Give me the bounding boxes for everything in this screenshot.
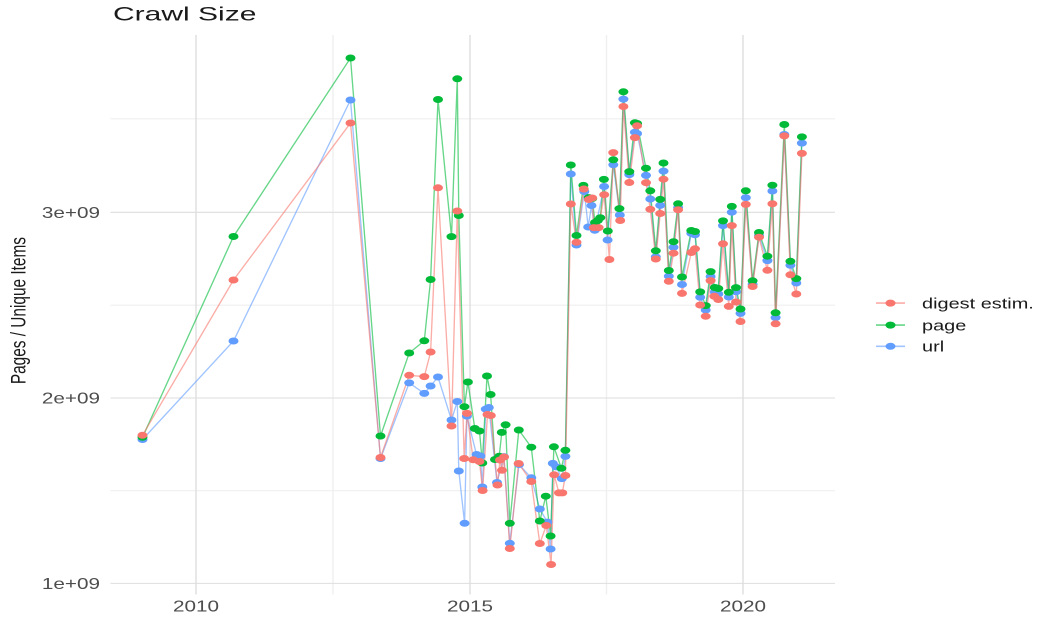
svg-text:Pages / Unique Items: Pages / Unique Items: [6, 237, 30, 384]
svg-text:2010: 2010: [173, 597, 219, 615]
svg-text:2020: 2020: [720, 597, 766, 615]
svg-text:digest estim.: digest estim.: [922, 295, 1034, 312]
svg-text:1e+09: 1e+09: [42, 574, 100, 592]
svg-text:2e+09: 2e+09: [42, 389, 100, 407]
svg-text:3e+09: 3e+09: [42, 203, 100, 221]
svg-text:page: page: [922, 317, 967, 334]
svg-text:Crawl Size: Crawl Size: [113, 4, 256, 25]
svg-text:2015: 2015: [447, 597, 493, 615]
svg-text:url: url: [922, 338, 944, 355]
